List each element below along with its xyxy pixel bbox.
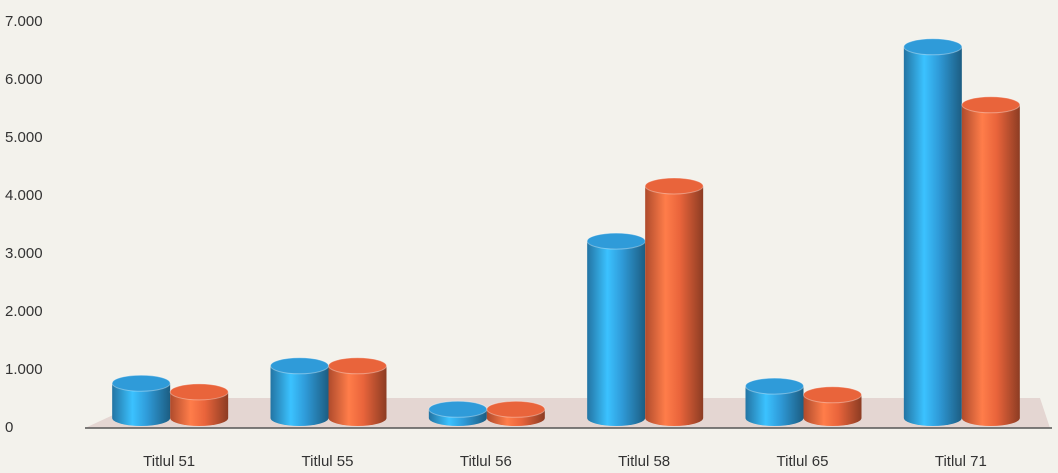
bar bbox=[328, 365, 387, 426]
bar-top bbox=[169, 383, 229, 401]
y-tick-label: 4.000 bbox=[5, 187, 43, 204]
bar-top bbox=[428, 400, 488, 418]
bar-top bbox=[270, 357, 329, 375]
bar bbox=[170, 391, 229, 426]
y-tick-label: 7.000 bbox=[5, 13, 43, 30]
x-tick-label: Titlul 55 bbox=[302, 453, 354, 470]
bar bbox=[745, 386, 804, 426]
bar-top bbox=[745, 377, 804, 395]
x-tick-label: Titlul 51 bbox=[143, 453, 195, 470]
bar bbox=[270, 365, 329, 426]
bar-top bbox=[586, 232, 646, 250]
bar bbox=[961, 104, 1020, 427]
bar-top bbox=[644, 177, 704, 195]
bar bbox=[587, 241, 646, 426]
bar-top bbox=[903, 38, 963, 56]
y-tick-label: 2.000 bbox=[5, 303, 43, 320]
bar bbox=[903, 46, 962, 426]
x-tick-label: Titlul 58 bbox=[618, 453, 670, 470]
bar-top bbox=[111, 374, 171, 392]
bar-top bbox=[803, 386, 862, 404]
y-tick-label: 6.000 bbox=[5, 71, 43, 88]
bar bbox=[112, 383, 171, 426]
bar-top bbox=[486, 400, 546, 418]
bar-top bbox=[961, 96, 1021, 114]
y-tick-label: 0 bbox=[5, 419, 13, 436]
bar bbox=[803, 394, 862, 426]
y-tick-label: 5.000 bbox=[5, 129, 43, 146]
x-tick-label: Titlul 56 bbox=[460, 453, 512, 470]
x-tick-label: Titlul 65 bbox=[777, 453, 829, 470]
y-tick-label: 1.000 bbox=[5, 361, 43, 378]
bar-top bbox=[328, 357, 387, 375]
x-tick-label: Titlul 71 bbox=[935, 453, 987, 470]
y-tick-label: 3.000 bbox=[5, 245, 43, 262]
bar bbox=[645, 186, 704, 426]
